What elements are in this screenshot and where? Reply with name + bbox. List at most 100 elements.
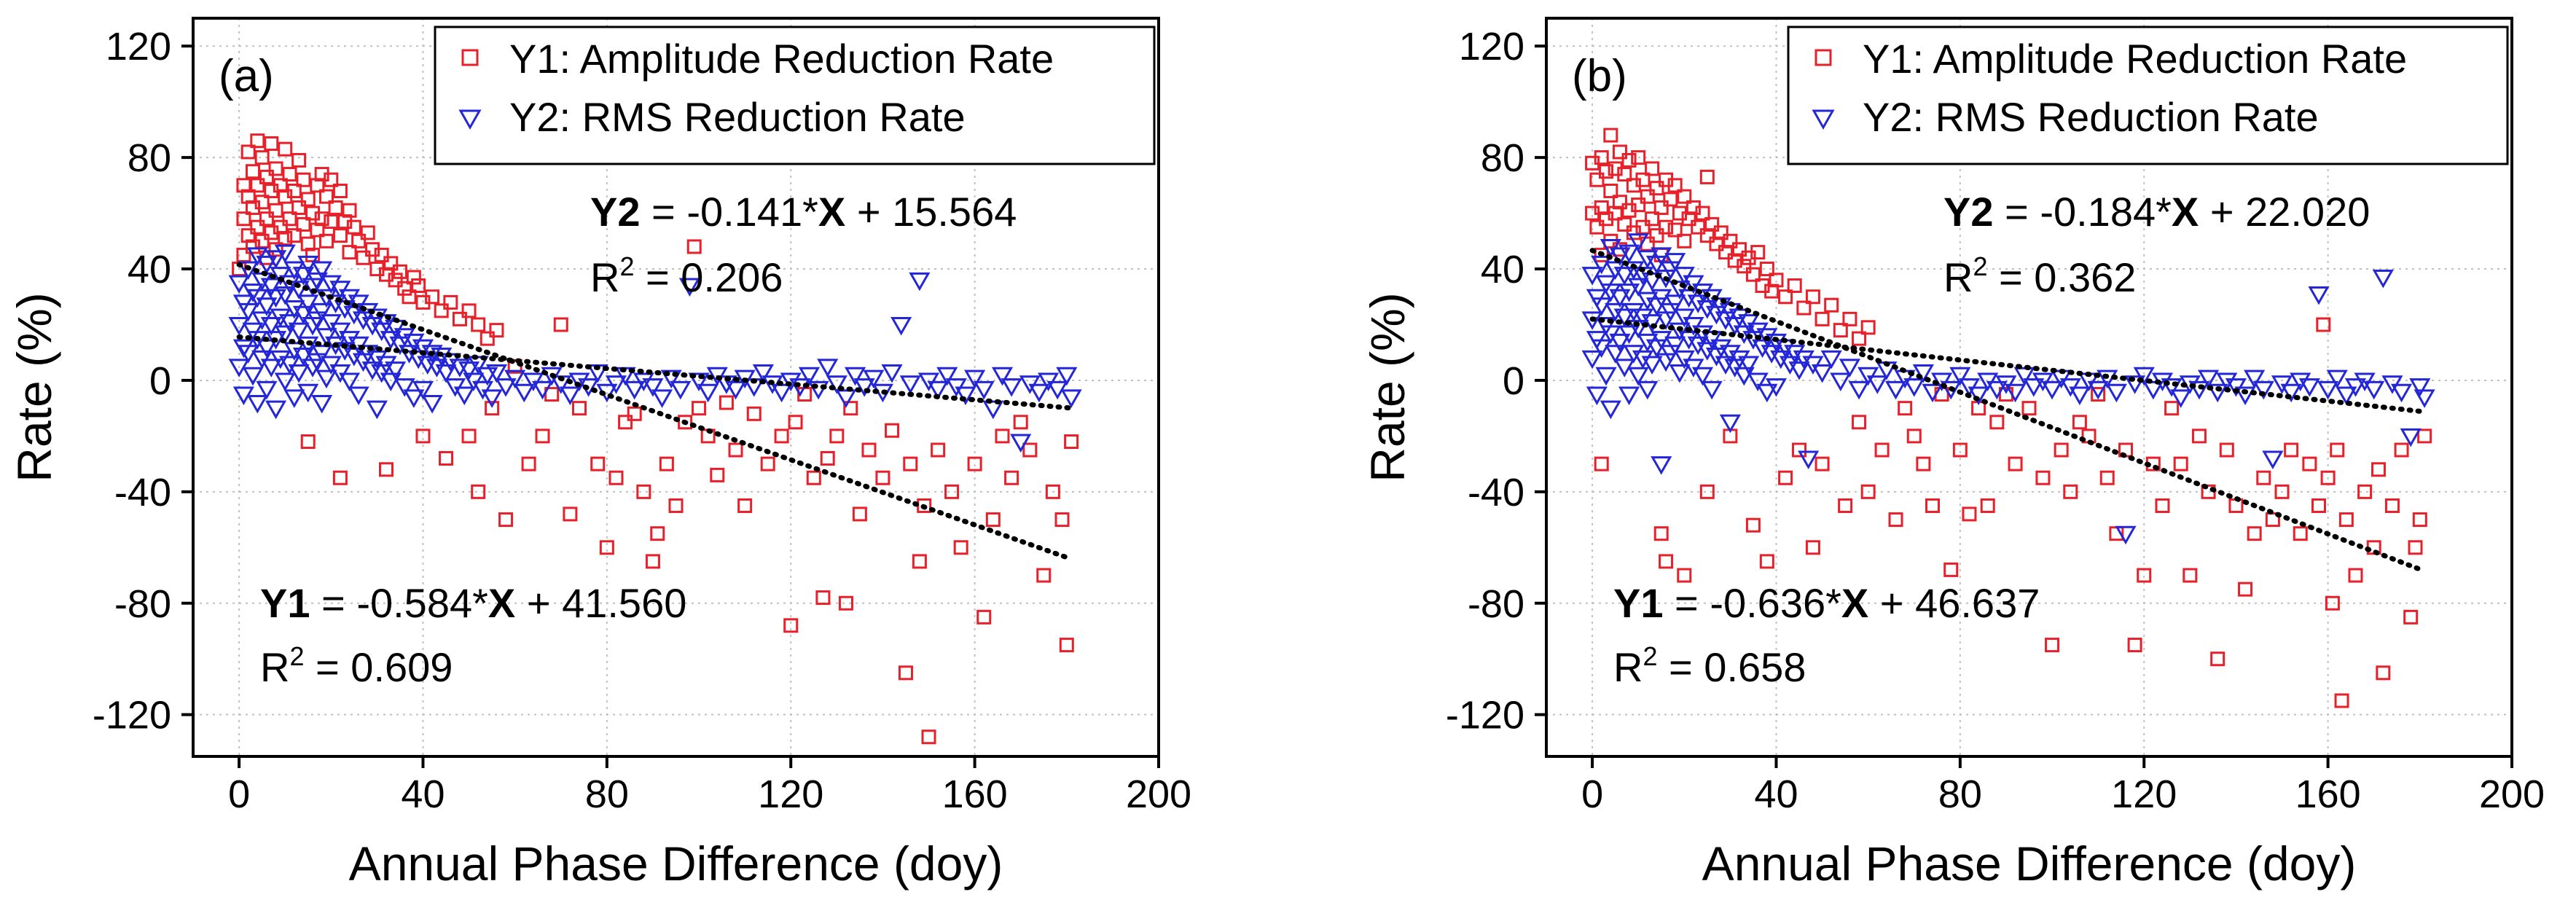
y2-point <box>1687 294 1709 313</box>
y1-point <box>1677 189 1692 204</box>
y1-r-squared-value: = 0.658 <box>1657 644 1806 690</box>
y1-point <box>2316 317 2331 332</box>
y1-point <box>1064 434 1079 450</box>
y1-point <box>314 211 329 227</box>
y1-point <box>2021 401 2037 416</box>
y1-point <box>388 273 403 288</box>
y1-point <box>273 178 288 193</box>
y-tick-label: -40 <box>1468 471 1524 514</box>
y1-point <box>1792 442 1807 458</box>
y1-point <box>1814 311 1830 326</box>
x-tick-label: 120 <box>758 772 823 816</box>
y1-point <box>2408 540 2423 555</box>
y2-point <box>380 372 402 391</box>
y2-point <box>1591 297 1613 316</box>
y2-point <box>1839 359 1861 377</box>
y1-point <box>1838 498 1853 513</box>
y1-point <box>788 415 803 430</box>
y1-point <box>1691 219 1706 235</box>
y1-point <box>838 595 853 611</box>
y2-point <box>1751 339 1774 359</box>
y1-point <box>903 456 918 471</box>
y1-point <box>829 428 845 444</box>
y2-point <box>274 372 296 391</box>
y2-point <box>504 369 526 389</box>
y2-point <box>274 286 296 305</box>
y2-point <box>270 308 291 328</box>
y2-point <box>1600 283 1621 302</box>
y2-point <box>256 255 278 275</box>
y1-point <box>2247 526 2262 541</box>
y2-point <box>1664 294 1686 313</box>
legend-y1-marker <box>461 49 479 66</box>
y1-point <box>563 506 578 522</box>
y2-point <box>1770 350 1792 369</box>
y2-point <box>366 350 388 369</box>
y1-r-squared: R2 = 0.658 <box>1613 641 1806 690</box>
y2-equation: Y2 = -0.184*X + 22.020 <box>1943 189 2370 235</box>
y2-point <box>678 278 701 297</box>
y2-point <box>338 289 361 308</box>
y2-point <box>1793 350 1814 369</box>
y2-point <box>633 372 654 391</box>
y2-point <box>1028 383 1050 403</box>
y1-point <box>2325 595 2340 611</box>
y2-point <box>246 395 268 414</box>
y2-point <box>311 261 333 281</box>
y2-point <box>2170 389 2192 408</box>
y1-point <box>259 169 274 184</box>
y1-point <box>1594 150 1609 165</box>
y1-point <box>806 470 821 485</box>
y2-point <box>311 345 333 364</box>
y1-point <box>1842 311 1857 326</box>
x-tick-label: 200 <box>1126 772 1191 816</box>
y2-point <box>1651 456 1672 475</box>
y2-point <box>2133 367 2155 386</box>
y1-point <box>1635 219 1651 235</box>
y1-point <box>342 245 357 260</box>
plot-frame <box>1545 17 2513 758</box>
y1-point <box>250 219 265 235</box>
y2-point <box>1765 333 1788 353</box>
y2-point <box>964 369 986 389</box>
y1-point <box>332 228 348 243</box>
y1-point <box>2256 470 2271 485</box>
y2-point <box>2298 378 2320 397</box>
y1-point <box>1759 262 1774 277</box>
y2-point <box>1632 350 1654 369</box>
y1-point <box>1059 638 1074 653</box>
y2-point <box>1618 325 1640 344</box>
x-tick-label: 80 <box>585 772 629 816</box>
x-tick-label: 0 <box>228 772 250 816</box>
y2-point <box>826 375 847 394</box>
y2-point <box>1600 400 1621 420</box>
y2-point <box>320 275 342 294</box>
y1-r-squared-value: = 0.609 <box>304 644 453 690</box>
legend-box <box>434 26 1156 165</box>
y1-point <box>1659 554 1674 569</box>
y1-point <box>1612 144 1627 160</box>
y2-point <box>780 372 802 391</box>
y1-point <box>2054 442 2069 458</box>
y1-point <box>402 289 417 305</box>
y2-point <box>844 367 866 386</box>
y1-point <box>1699 169 1715 184</box>
y1-point <box>240 144 256 160</box>
y2-point <box>1798 450 1820 470</box>
legend-box <box>1787 26 2509 165</box>
y2-point <box>688 372 710 391</box>
y1-point <box>2137 568 2152 583</box>
y2-point <box>1618 386 1640 406</box>
y2-point <box>1912 364 1934 383</box>
y2-point <box>1609 289 1631 308</box>
y1-point <box>2338 512 2354 528</box>
y2-point <box>2308 286 2330 305</box>
y2-point <box>531 380 554 400</box>
y2-r-squared: R2 = 0.206 <box>590 251 783 300</box>
y1-point <box>1980 498 1995 513</box>
y2-point <box>1605 345 1626 364</box>
y1-point <box>1695 205 1710 221</box>
y1-point <box>2334 693 2349 708</box>
y1-point <box>332 470 348 485</box>
